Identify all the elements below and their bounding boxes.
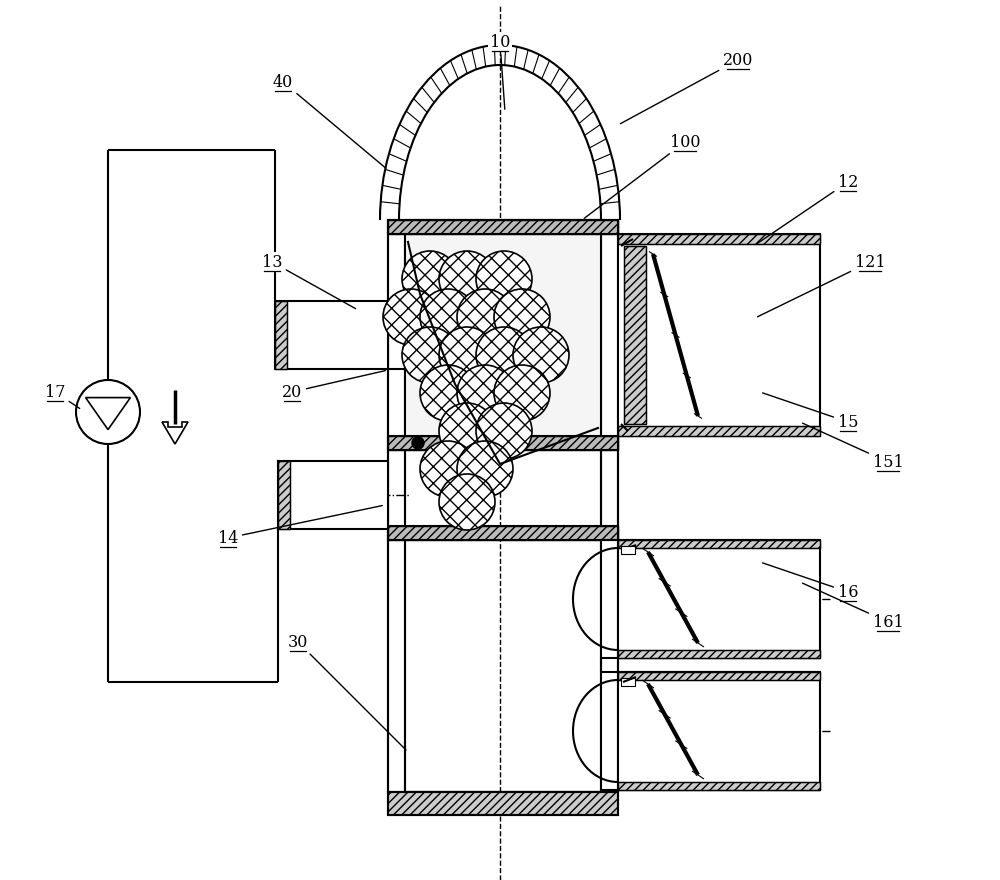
Text: 15: 15 — [763, 392, 858, 430]
Circle shape — [439, 403, 495, 459]
Polygon shape — [86, 398, 130, 429]
Bar — [601, 540, 618, 658]
Bar — [275, 301, 287, 369]
Text: 10: 10 — [490, 33, 510, 109]
Circle shape — [412, 437, 424, 449]
Circle shape — [402, 327, 458, 383]
Bar — [405, 234, 601, 436]
Circle shape — [494, 365, 550, 421]
Text: 17: 17 — [45, 384, 80, 408]
Bar — [278, 461, 290, 529]
Bar — [601, 672, 618, 790]
Bar — [275, 301, 388, 369]
Circle shape — [383, 289, 439, 345]
Bar — [278, 461, 388, 529]
Circle shape — [457, 365, 513, 421]
Bar — [388, 526, 618, 540]
Bar — [618, 650, 820, 658]
Bar — [618, 234, 820, 244]
Circle shape — [513, 327, 569, 383]
Bar — [388, 220, 618, 234]
Bar — [618, 540, 820, 548]
Bar — [618, 650, 820, 658]
Text: 13: 13 — [262, 253, 356, 309]
Bar — [275, 301, 287, 369]
Bar — [618, 540, 820, 658]
Text: 16: 16 — [763, 563, 858, 600]
Text: 100: 100 — [584, 134, 700, 218]
Circle shape — [457, 441, 513, 497]
Circle shape — [420, 441, 476, 497]
Circle shape — [420, 365, 476, 421]
Bar — [388, 792, 618, 815]
Circle shape — [476, 251, 532, 307]
Text: 12: 12 — [757, 173, 858, 244]
Circle shape — [476, 327, 532, 383]
Text: 14: 14 — [218, 506, 382, 546]
Text: 40: 40 — [273, 74, 386, 168]
Bar — [388, 526, 618, 540]
Bar — [618, 234, 820, 244]
Bar — [388, 436, 618, 450]
Circle shape — [439, 474, 495, 530]
Bar — [388, 792, 618, 815]
Circle shape — [420, 289, 476, 345]
Text: 30: 30 — [288, 634, 406, 750]
Circle shape — [476, 403, 532, 459]
Circle shape — [494, 289, 550, 345]
Bar — [618, 782, 820, 790]
Bar — [621, 546, 635, 554]
Bar — [278, 461, 290, 529]
Circle shape — [457, 289, 513, 345]
Bar — [624, 246, 646, 424]
Text: 161: 161 — [803, 583, 903, 630]
Bar — [618, 540, 820, 548]
Circle shape — [402, 251, 458, 307]
Bar — [621, 678, 635, 686]
Circle shape — [439, 251, 495, 307]
Bar — [618, 426, 820, 436]
Text: 20: 20 — [282, 370, 385, 400]
Bar — [618, 234, 820, 436]
Circle shape — [439, 327, 495, 383]
Bar — [388, 220, 618, 234]
Text: 121: 121 — [757, 253, 885, 317]
Bar — [388, 436, 618, 450]
Bar — [618, 672, 820, 680]
Bar — [618, 426, 820, 436]
Polygon shape — [162, 422, 188, 444]
Text: 200: 200 — [620, 52, 753, 124]
Bar — [618, 672, 820, 790]
Bar — [624, 246, 646, 424]
Bar — [618, 672, 820, 680]
Circle shape — [76, 380, 140, 444]
Text: 151: 151 — [803, 423, 903, 471]
Bar — [618, 782, 820, 790]
